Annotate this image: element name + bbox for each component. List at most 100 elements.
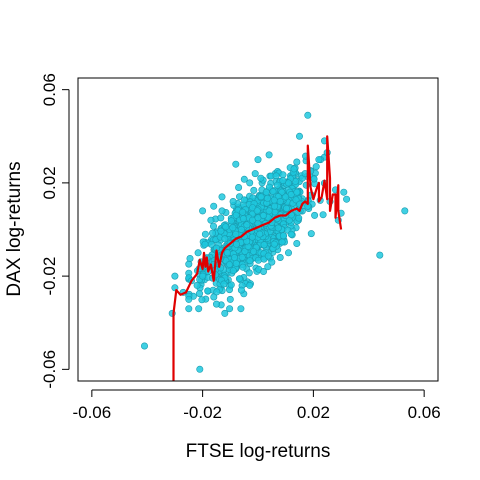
data-point (401, 207, 409, 215)
data-point (229, 267, 237, 275)
data-point (240, 175, 248, 183)
data-point (199, 207, 207, 215)
data-point (259, 267, 267, 275)
data-point (185, 305, 193, 313)
data-point (340, 188, 348, 196)
data-point (276, 198, 284, 206)
data-point (262, 188, 270, 196)
data-point (304, 111, 312, 119)
data-point (226, 260, 234, 268)
data-points (141, 111, 409, 373)
data-point (343, 195, 351, 203)
data-point (213, 300, 221, 308)
data-point (293, 188, 301, 196)
data-point (210, 293, 218, 301)
data-point (278, 238, 286, 246)
data-point (229, 198, 237, 206)
data-point (253, 207, 261, 215)
y-axis-title: DAX log-returns (4, 161, 25, 296)
data-point (257, 174, 265, 182)
data-point (279, 177, 287, 185)
data-point (194, 249, 202, 257)
data-point (235, 184, 243, 192)
data-point (210, 222, 218, 230)
data-point (263, 194, 271, 202)
data-point (246, 281, 254, 289)
data-point (319, 211, 327, 219)
x-tick-label: -0.06 (72, 403, 111, 422)
y-axis: -0.06 -0.02 0.02 0.06 (40, 73, 70, 389)
data-point (287, 230, 295, 238)
data-point (227, 217, 235, 225)
data-point (307, 230, 315, 238)
data-point (209, 229, 217, 237)
data-point (239, 263, 247, 271)
data-point (251, 170, 259, 178)
data-point (268, 258, 276, 266)
data-point (233, 240, 241, 248)
data-point (271, 202, 279, 210)
data-point (312, 163, 320, 171)
data-point (213, 288, 221, 296)
data-point (196, 290, 204, 298)
data-point (226, 305, 234, 313)
data-point (232, 160, 240, 168)
data-point (278, 188, 286, 196)
y-tick-label: -0.06 (40, 350, 59, 389)
data-point (207, 240, 215, 248)
data-point (231, 254, 239, 262)
data-point (292, 196, 300, 204)
data-point (311, 211, 319, 219)
x-tick-label: -0.02 (183, 403, 222, 422)
data-point (250, 186, 258, 194)
data-point (232, 211, 240, 219)
data-point (141, 342, 149, 350)
y-tick-label: 0.02 (40, 166, 59, 199)
data-point (248, 233, 256, 241)
data-point (241, 247, 249, 255)
data-point (171, 272, 179, 280)
data-point (232, 259, 240, 267)
data-point (221, 235, 229, 243)
data-point (218, 193, 226, 201)
data-point (276, 254, 284, 262)
data-point (193, 281, 201, 289)
data-point (250, 248, 258, 256)
data-point (256, 230, 264, 238)
data-point (195, 305, 203, 313)
data-point (237, 286, 245, 294)
data-point (293, 158, 301, 166)
data-point (226, 295, 234, 303)
data-point (269, 188, 277, 196)
data-point (282, 204, 290, 212)
data-point (198, 296, 206, 304)
data-point (185, 260, 193, 268)
data-point (295, 214, 303, 222)
data-point (246, 257, 254, 265)
data-point (245, 269, 253, 277)
data-point (204, 287, 212, 295)
data-point (185, 295, 193, 303)
data-point (210, 202, 218, 210)
x-tick-label: 0.06 (408, 403, 441, 422)
data-point (270, 240, 278, 248)
data-point (238, 253, 246, 261)
data-point (227, 281, 235, 289)
data-point (254, 256, 262, 264)
data-point (229, 224, 237, 232)
data-point (260, 241, 268, 249)
data-point (254, 156, 262, 164)
data-point (237, 226, 245, 234)
regression-line (172, 135, 343, 381)
data-point (239, 215, 247, 223)
data-point (290, 165, 298, 173)
data-point (279, 232, 287, 240)
data-point (201, 230, 209, 238)
data-point (315, 156, 323, 164)
data-point (235, 275, 243, 283)
y-tick-label: 0.06 (40, 73, 59, 106)
data-point (265, 207, 273, 215)
x-tick-label: 0.02 (297, 403, 330, 422)
regression-line-layer (172, 135, 343, 381)
